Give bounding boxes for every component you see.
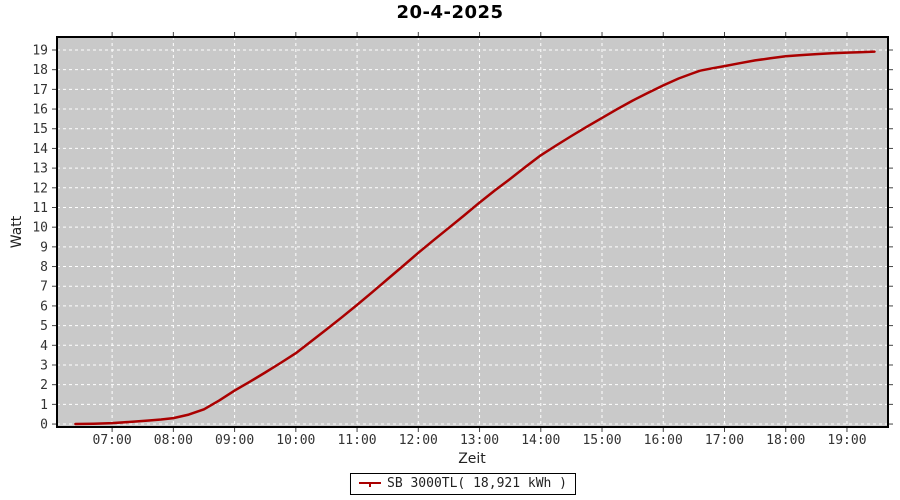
- x-tick-label: 12:00: [399, 433, 438, 448]
- x-tick-label: 09:00: [215, 433, 254, 448]
- y-tick-label: 19: [32, 43, 48, 58]
- y-tick-label: 17: [32, 83, 48, 98]
- x-tick-label: 16:00: [644, 433, 683, 448]
- x-axis-title: Zeit: [458, 451, 486, 467]
- y-tick-label: 10: [32, 221, 48, 236]
- y-tick-label: 6: [40, 299, 48, 314]
- y-tick-label: 11: [32, 201, 48, 216]
- x-tick-label: 13:00: [460, 433, 499, 448]
- legend-label: SB 3000TL( 18,921 kWh ): [386, 476, 568, 491]
- plot-border: [56, 36, 889, 428]
- plot-frame: [56, 36, 889, 428]
- x-tick-label: 14:00: [521, 433, 560, 448]
- legend: SB 3000TL( 18,921 kWh ): [349, 473, 577, 495]
- y-tick-label: 0: [40, 418, 48, 433]
- axis-ticks: [52, 32, 893, 432]
- y-tick-label: 18: [32, 63, 48, 78]
- x-tick-label: 10:00: [276, 433, 315, 448]
- x-tick-label: 17:00: [705, 433, 744, 448]
- y-tick-label: 4: [40, 339, 48, 354]
- y-tick-label: 1: [40, 398, 48, 413]
- y-tick-label: 2: [40, 378, 48, 393]
- y-tick-label: 12: [32, 181, 48, 196]
- series-line: [74, 50, 876, 426]
- y-tick-label: 5: [40, 319, 48, 334]
- x-tick-label: 15:00: [582, 433, 621, 448]
- y-tick-label: 16: [32, 103, 48, 118]
- plot-background: [57, 37, 888, 427]
- chart-title: 20-4-2025: [396, 2, 504, 23]
- y-tick-label: 8: [40, 260, 48, 275]
- y-tick-label: 9: [40, 240, 48, 255]
- x-tick-label: 18:00: [766, 433, 805, 448]
- plot-area: [57, 37, 888, 427]
- x-tick-label: 08:00: [154, 433, 193, 448]
- series-lines: [74, 50, 876, 426]
- y-tick-label: 15: [32, 122, 48, 137]
- y-tick-label: 13: [32, 162, 48, 177]
- y-tick-label: 7: [40, 280, 48, 295]
- y-axis-title: Watt: [9, 215, 25, 248]
- x-tick-label: 19:00: [827, 433, 866, 448]
- x-tick-label: 07:00: [93, 433, 132, 448]
- gridlines: [57, 37, 888, 427]
- y-tick-label: 14: [32, 142, 48, 157]
- series-line-swatch-icon: [358, 479, 381, 488]
- x-tick-label: 11:00: [337, 433, 376, 448]
- y-tick-label: 3: [40, 358, 48, 373]
